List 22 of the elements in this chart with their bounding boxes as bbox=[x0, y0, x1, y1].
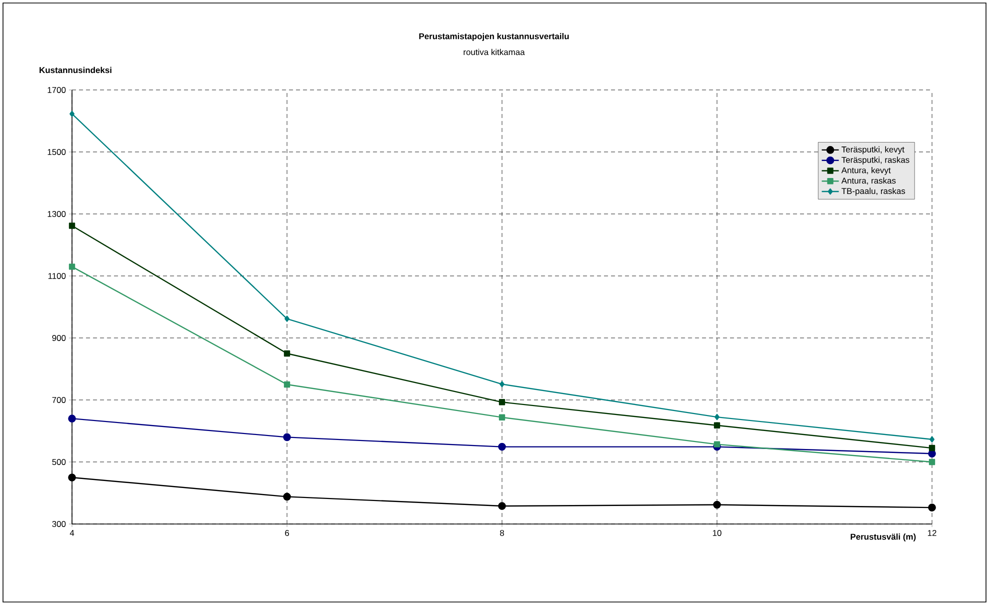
y-tick-label: 1700 bbox=[48, 86, 66, 93]
y-tick-label: 700 bbox=[52, 396, 66, 403]
legend-label: Teräsputki, kevyt bbox=[842, 146, 904, 154]
chart-title: Perustamistapojen kustannusvertailu bbox=[419, 33, 569, 41]
x-axis-title: Perustusväli (m) bbox=[850, 534, 916, 542]
y-tick-label: 1100 bbox=[48, 272, 66, 279]
x-tick-label: 8 bbox=[500, 530, 504, 536]
legend-label: Antura, raskas bbox=[841, 177, 896, 185]
legend-label: TB-paalu, raskas bbox=[842, 188, 906, 196]
x-tick-label: 6 bbox=[285, 530, 289, 536]
legend-label: Teräsputki, raskas bbox=[842, 156, 910, 165]
y-axis-title: Kustannusindeksi bbox=[40, 66, 112, 74]
y-tick-label: 1300 bbox=[48, 210, 66, 217]
x-tick-label: 10 bbox=[712, 530, 722, 536]
y-tick-label: 1500 bbox=[48, 148, 66, 155]
y-tick-label: 500 bbox=[52, 458, 66, 465]
y-tick-label: 900 bbox=[52, 334, 66, 341]
legend-label: Antura, kevyt bbox=[841, 167, 891, 175]
chart-subtitle: routiva kitkamaa bbox=[464, 48, 525, 56]
y-tick-label: 300 bbox=[52, 520, 66, 527]
x-tick-label: 12 bbox=[928, 530, 936, 536]
x-tick-label: 4 bbox=[70, 530, 74, 536]
